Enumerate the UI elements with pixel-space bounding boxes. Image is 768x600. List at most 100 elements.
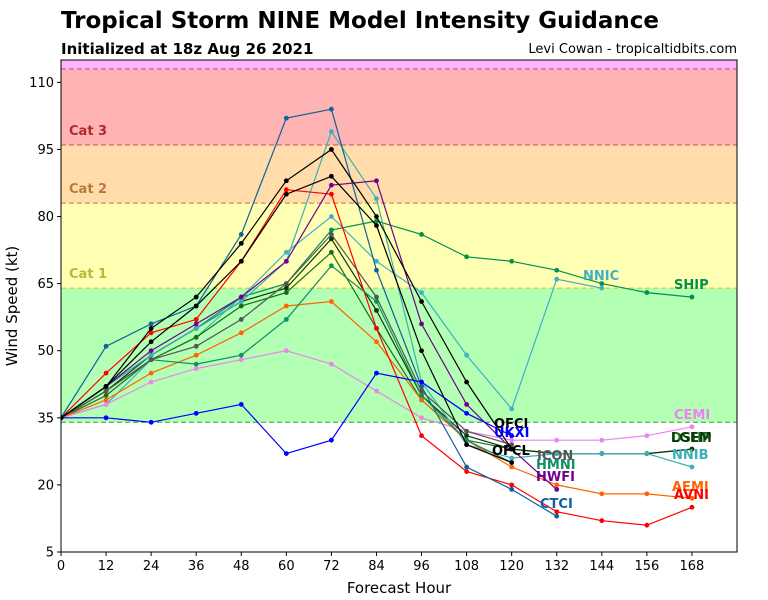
data-point bbox=[238, 352, 244, 358]
label-nnib: NNIB bbox=[672, 448, 709, 463]
x-tick-label: 84 bbox=[368, 559, 385, 574]
data-point bbox=[329, 437, 334, 443]
data-point bbox=[103, 415, 109, 421]
data-point bbox=[554, 451, 560, 456]
data-point bbox=[329, 147, 334, 152]
x-tick-label: 156 bbox=[634, 559, 659, 574]
y-tick-label: 35 bbox=[37, 411, 54, 426]
y-tick-label: 95 bbox=[37, 143, 54, 158]
data-point bbox=[464, 402, 469, 407]
data-point bbox=[374, 339, 379, 345]
data-point bbox=[644, 491, 650, 497]
data-point bbox=[148, 357, 154, 363]
data-point bbox=[193, 334, 199, 340]
data-point bbox=[464, 410, 469, 416]
data-point bbox=[193, 352, 199, 358]
data-point bbox=[283, 249, 289, 255]
data-point bbox=[103, 393, 109, 398]
data-point bbox=[509, 433, 515, 439]
x-axis-label: Forecast Hour bbox=[347, 579, 452, 597]
data-point bbox=[329, 106, 334, 112]
series-line bbox=[61, 108, 558, 517]
data-point bbox=[329, 129, 334, 134]
data-point bbox=[148, 370, 154, 376]
axes: 0 12 24 36 48 60 72 84 96 108 120 132 144 156 168 5 20 35… bbox=[29, 59, 738, 574]
x-tick-label: 24 bbox=[143, 559, 160, 574]
data-point bbox=[283, 285, 289, 291]
data-point bbox=[283, 290, 289, 295]
plot-frame bbox=[60, 59, 738, 553]
y-tick-label: 50 bbox=[37, 344, 54, 359]
data-point bbox=[283, 187, 289, 193]
data-point bbox=[419, 388, 424, 394]
data-point bbox=[148, 419, 154, 425]
data-point bbox=[329, 361, 334, 367]
data-point bbox=[283, 451, 289, 456]
data-point bbox=[419, 299, 424, 304]
data-point bbox=[283, 303, 289, 309]
data-point bbox=[148, 321, 154, 327]
label-dshp: DSHP bbox=[671, 431, 712, 446]
y-tick-label: 80 bbox=[37, 210, 54, 225]
label-cat-1: Cat 1 bbox=[69, 267, 107, 282]
x-tick-label: 0 bbox=[57, 559, 65, 574]
label-lgem: LGEM bbox=[671, 431, 712, 446]
x-tick-label: 108 bbox=[454, 559, 479, 574]
series-aemi bbox=[61, 299, 695, 501]
series-ofci bbox=[61, 147, 515, 452]
intensity-band bbox=[61, 203, 737, 289]
data-point bbox=[193, 321, 199, 327]
data-point bbox=[103, 388, 109, 394]
data-point bbox=[419, 321, 424, 327]
data-point bbox=[464, 464, 469, 470]
data-point bbox=[374, 325, 379, 331]
data-point bbox=[464, 254, 469, 260]
data-point bbox=[509, 442, 515, 448]
data-point bbox=[283, 258, 289, 264]
data-point bbox=[374, 178, 379, 184]
data-point bbox=[509, 460, 515, 465]
data-point bbox=[238, 294, 244, 300]
data-point bbox=[554, 276, 560, 282]
series-hwfi bbox=[61, 178, 560, 492]
data-point bbox=[329, 214, 334, 219]
x-tick-label: 144 bbox=[589, 559, 614, 574]
intensity-band bbox=[61, 60, 737, 69]
data-point bbox=[419, 433, 424, 439]
data-point bbox=[554, 509, 560, 515]
intensity-bands bbox=[61, 60, 737, 552]
data-point bbox=[509, 482, 515, 488]
data-point bbox=[554, 267, 560, 273]
data-point bbox=[193, 303, 199, 309]
x-tick-label: 72 bbox=[323, 559, 340, 574]
data-point bbox=[599, 451, 605, 456]
data-point bbox=[599, 281, 605, 287]
data-point bbox=[329, 236, 334, 242]
label-avni: AVNI bbox=[674, 488, 709, 503]
data-point bbox=[238, 317, 244, 322]
data-point bbox=[238, 258, 244, 264]
data-point bbox=[329, 191, 334, 197]
data-point bbox=[644, 290, 650, 295]
data-point bbox=[689, 504, 695, 510]
data-point bbox=[374, 196, 379, 202]
data-point bbox=[148, 352, 154, 358]
data-point bbox=[374, 294, 379, 300]
data-point bbox=[61, 415, 64, 421]
data-point bbox=[329, 232, 334, 237]
data-point bbox=[374, 214, 379, 219]
data-point bbox=[509, 455, 515, 461]
data-point bbox=[509, 258, 515, 264]
data-point bbox=[329, 227, 334, 233]
data-point bbox=[103, 402, 109, 407]
data-point bbox=[554, 513, 560, 519]
data-point bbox=[193, 343, 199, 349]
data-point bbox=[238, 240, 244, 246]
data-point bbox=[329, 182, 334, 188]
y-tick-label: 20 bbox=[37, 478, 54, 493]
data-point bbox=[193, 366, 199, 372]
data-point bbox=[14, 438, 19, 443]
data-point bbox=[464, 428, 469, 434]
data-point bbox=[464, 352, 469, 358]
